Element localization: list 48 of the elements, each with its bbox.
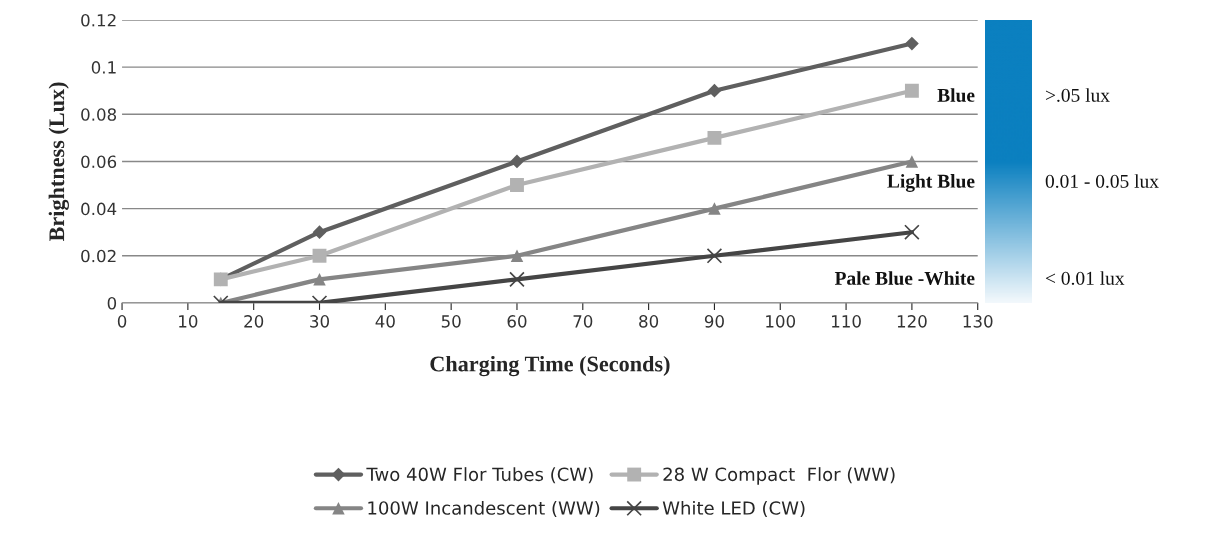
x-tick-label: 60 <box>507 315 527 328</box>
point <box>706 248 723 264</box>
legend-label: Two 40W Flor Tubes (CW) <box>366 467 593 484</box>
text: 0.01 - 0.05 lux <box>1045 174 1159 188</box>
point <box>509 271 525 288</box>
y-tick-label: 0.04 <box>81 202 117 216</box>
point <box>707 83 722 98</box>
legend-label: White LED (CW) <box>662 500 805 517</box>
y-tick-label: 0.02 <box>81 249 116 263</box>
point <box>510 154 524 169</box>
y-tick-label: 0.08 <box>81 108 117 121</box>
x-tick-label: 120 <box>897 315 927 328</box>
text: < 0.01 lux <box>1045 271 1125 285</box>
x-tick-label: 40 <box>375 315 395 328</box>
y-tick-label: 0.1 <box>91 61 116 74</box>
point <box>707 130 722 145</box>
annotation: Pale Blue -White <box>834 271 975 285</box>
x-tick-label: 80 <box>639 315 659 328</box>
x-tick-label: 50 <box>441 315 461 328</box>
annotation: Light Blue <box>887 174 975 192</box>
point <box>510 178 524 192</box>
point <box>510 249 524 263</box>
x-tick-label: 20 <box>244 315 264 328</box>
x-tick-label: 90 <box>704 315 724 328</box>
x-tick-label: 0 <box>117 315 127 328</box>
x-tick-label: 110 <box>832 315 861 328</box>
y-tick-label: 0.12 <box>81 13 116 27</box>
x-tick-label: 30 <box>310 315 330 328</box>
point <box>905 36 919 51</box>
x-axis-title: Charging Time (Seconds) <box>430 355 670 377</box>
y-tick-label: 0 <box>107 296 117 310</box>
legend-label: 28 W Compact Flor (WW) <box>663 467 895 485</box>
x-tick-label: 130 <box>963 315 993 328</box>
y-axis-title: Brightness (Lux) <box>48 82 69 242</box>
point <box>904 83 919 98</box>
text: >.05 lux <box>1045 88 1110 102</box>
point <box>312 225 327 240</box>
point <box>312 248 327 263</box>
x-tick-label: 10 <box>179 315 198 328</box>
point <box>905 155 919 168</box>
annotation: Blue <box>937 88 975 102</box>
legend-label: 100W Incandescent (WW) <box>368 500 600 517</box>
y-tick-label: 0.06 <box>81 155 117 169</box>
point <box>313 273 326 286</box>
point <box>904 224 920 240</box>
x-tick-label: 70 <box>573 315 593 328</box>
point <box>708 202 721 215</box>
x-tick-label: 100 <box>766 315 796 328</box>
